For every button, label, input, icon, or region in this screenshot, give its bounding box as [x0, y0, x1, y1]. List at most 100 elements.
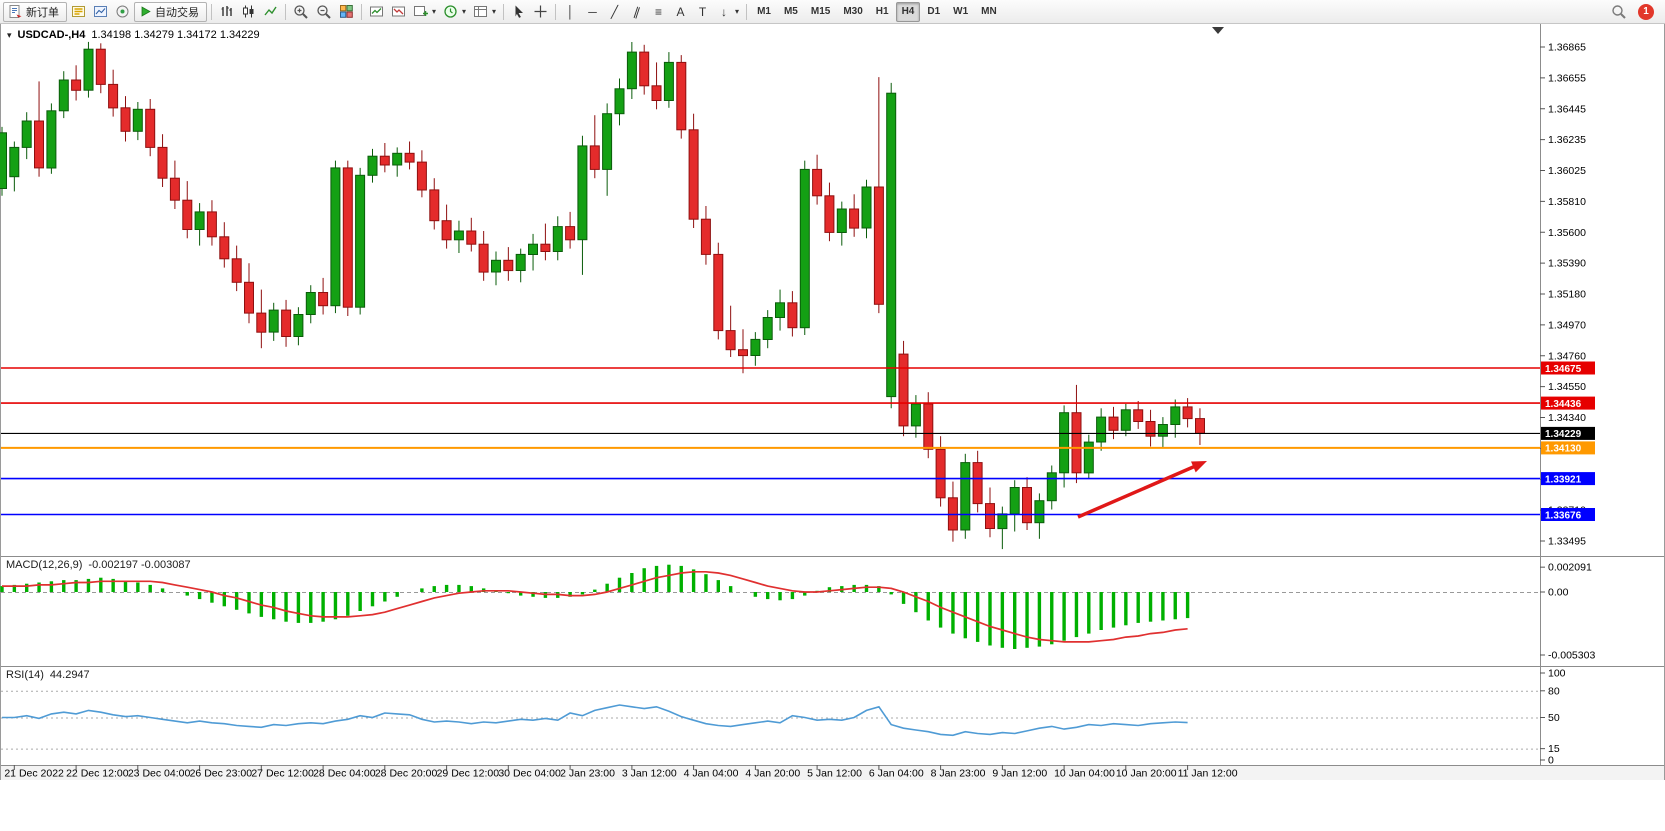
- line-chart-type-button[interactable]: [260, 2, 281, 22]
- tile-windows-button[interactable]: [336, 2, 357, 22]
- rsi-line: [2, 704, 1188, 737]
- time-axis-strip: [1, 765, 1664, 780]
- cursor-button[interactable]: [508, 2, 529, 22]
- chart-shift-marker[interactable]: [1212, 27, 1224, 34]
- timeframe-m5-button[interactable]: M5: [778, 2, 804, 22]
- quotes-button[interactable]: [68, 2, 89, 22]
- time-axis-label: 28 Dec 20:00: [375, 768, 438, 780]
- bar-chart-type-button[interactable]: [216, 2, 237, 22]
- search-button[interactable]: [1608, 2, 1630, 22]
- tile-windows-icon: [340, 5, 353, 18]
- zoom-out-button[interactable]: [313, 2, 335, 22]
- text-label-button[interactable]: T: [692, 2, 713, 22]
- timeframe-mn-button[interactable]: MN: [975, 2, 1003, 22]
- trendline-button[interactable]: ╱: [604, 2, 625, 22]
- price-tick-label: 1.34550: [1548, 381, 1586, 393]
- auto-trading-label: 自动交易: [155, 6, 199, 19]
- equidistant-channel-button[interactable]: ∥: [626, 2, 647, 22]
- crosshair-button[interactable]: [530, 2, 551, 22]
- time-axis-label: 6 Jan 04:00: [869, 768, 924, 780]
- zoom-in-button[interactable]: [290, 2, 312, 22]
- price-tick-label: 1.34970: [1548, 319, 1586, 331]
- quotes-icon: [72, 6, 85, 17]
- price-tick-label: 1.36655: [1548, 72, 1586, 84]
- horizontal-line-button[interactable]: ─: [582, 2, 603, 22]
- timeframe-h1-button[interactable]: H1: [870, 2, 895, 22]
- price-badge: [1541, 396, 1595, 410]
- toolbar-separator: [285, 3, 286, 20]
- vertical-line-button[interactable]: │: [560, 2, 581, 22]
- time-axis-label: 23 Dec 04:00: [128, 768, 191, 780]
- templates-dropdown[interactable]: [470, 2, 499, 22]
- timeframe-d1-button[interactable]: D1: [921, 2, 946, 22]
- chart-plus-icon: [94, 6, 107, 17]
- candlestick-type-button[interactable]: [238, 2, 259, 22]
- chart-title: ▾ USDCAD-,H4 1.34198 1.34279 1.34172 1.3…: [7, 29, 260, 41]
- rsi-axis-label: 15: [1548, 743, 1560, 755]
- timeframe-m15-button[interactable]: M15: [805, 2, 836, 22]
- price-tick-label: 1.35600: [1548, 227, 1586, 239]
- text-icon: A: [676, 4, 685, 19]
- candlestick-icon: [243, 5, 254, 18]
- candlestick-series[interactable]: [0, 41, 1205, 550]
- time-axis-label: 26 Dec 23:00: [190, 768, 253, 780]
- price-tick-label: 1.35390: [1548, 258, 1586, 270]
- trendline-icon: ╱: [610, 4, 619, 19]
- symbol-period-label: USDCAD-,H4: [17, 29, 86, 41]
- trend-arrow[interactable]: [1077, 463, 1199, 519]
- macd-label: MACD(12,26,9) -0.002197 -0.003087: [6, 559, 191, 571]
- macd-axis-label: -0.005303: [1548, 649, 1595, 661]
- price-tick-label: 1.36235: [1548, 134, 1586, 146]
- collapse-triangle-icon[interactable]: ▾: [7, 29, 12, 40]
- info-circle-button[interactable]: [112, 2, 133, 22]
- timeframe-group: M1 M5 M15 M30 H1 H4 D1 W1 MN: [751, 1, 1003, 22]
- price-badge: [1541, 508, 1595, 521]
- periods-dropdown[interactable]: [440, 2, 469, 22]
- fibonacci-button[interactable]: ≡: [648, 2, 669, 22]
- price-badge: [1541, 472, 1595, 486]
- auto-trading-button[interactable]: 自动交易: [134, 1, 207, 22]
- price-badge-label: 1.33676: [1545, 510, 1582, 521]
- text-label-icon: T: [698, 4, 707, 19]
- timeframe-h4-button[interactable]: H4: [895, 1, 921, 22]
- price-tick-label: 1.36865: [1548, 42, 1586, 54]
- rsi-label: RSI(14) 44.2947: [6, 669, 90, 681]
- new-chart-dropdown[interactable]: [410, 2, 439, 22]
- timeframe-w1-button[interactable]: W1: [947, 2, 974, 22]
- time-axis-label: 3 Jan 12:00: [622, 768, 677, 780]
- rsi-name: RSI(14): [6, 669, 44, 681]
- rsi-axis-label: 100: [1548, 668, 1566, 680]
- new-order-button[interactable]: 新订单: [3, 1, 67, 22]
- time-axis-label: 11 Jan 12:00: [1178, 768, 1238, 780]
- chart-nav-button-2[interactable]: [388, 2, 409, 22]
- cursor-icon: [515, 5, 524, 18]
- arrows-button[interactable]: ↓: [714, 2, 742, 22]
- price-tick-label: 1.36445: [1548, 103, 1586, 115]
- macd-values: -0.002197 -0.003087: [88, 559, 191, 571]
- text-button[interactable]: A: [670, 2, 691, 22]
- time-axis-label: 22 Dec 12:00: [66, 768, 129, 780]
- chart-window-down-icon: [392, 6, 405, 17]
- macd-signal-line: [2, 570, 1188, 643]
- clock-icon: [444, 5, 457, 18]
- timeframe-m30-button[interactable]: M30: [837, 2, 868, 22]
- price-badge-label: 1.34675: [1545, 364, 1582, 375]
- timeframe-m1-button[interactable]: M1: [751, 2, 777, 22]
- bar-chart-icon: [221, 6, 232, 16]
- price-badge: [1541, 426, 1595, 440]
- chart-nav-button-1[interactable]: [366, 2, 387, 22]
- time-axis-label: 2 Jan 23:00: [560, 768, 615, 780]
- chart-window-up-icon: [370, 6, 383, 17]
- time-axis-label: 28 Dec 04:00: [313, 768, 376, 780]
- zoom-out-icon: [317, 4, 331, 19]
- notification-badge[interactable]: 1: [1638, 3, 1654, 20]
- price-badge: [1541, 441, 1595, 455]
- toolbar-right: 1: [1608, 2, 1662, 22]
- chart-plus-button[interactable]: [90, 2, 111, 22]
- equidistant-channel-icon: ∥: [631, 3, 642, 20]
- new-order-label: 新订单: [26, 6, 59, 19]
- price-badge-label: 1.33921: [1545, 474, 1582, 485]
- price-badge: [1541, 361, 1595, 375]
